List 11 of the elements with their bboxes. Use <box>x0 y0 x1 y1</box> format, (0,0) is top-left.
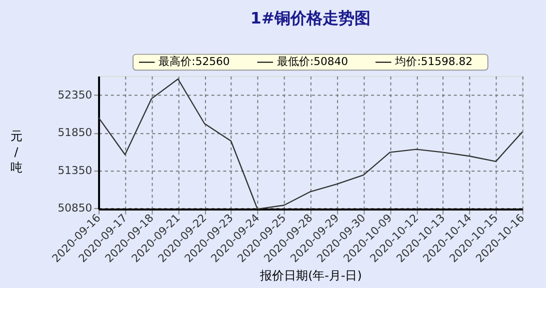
x-axis-title: 报价日期(年-月-日) <box>259 268 362 282</box>
text: 最高价:52560 <box>158 55 230 68</box>
y-tick-label: 52350 <box>58 88 92 102</box>
text: 均价:51598.82 <box>394 55 473 68</box>
text: 最低价:50840 <box>276 55 348 68</box>
y-tick-label: 51850 <box>58 126 92 140</box>
y-tick-label: 51350 <box>58 164 92 177</box>
chart-title: 1#铜价格走势图 <box>250 8 371 28</box>
y-axis-title: 元/吨 <box>10 129 22 175</box>
y-tick-label: 50850 <box>58 202 92 215</box>
line-series <box>98 78 523 210</box>
